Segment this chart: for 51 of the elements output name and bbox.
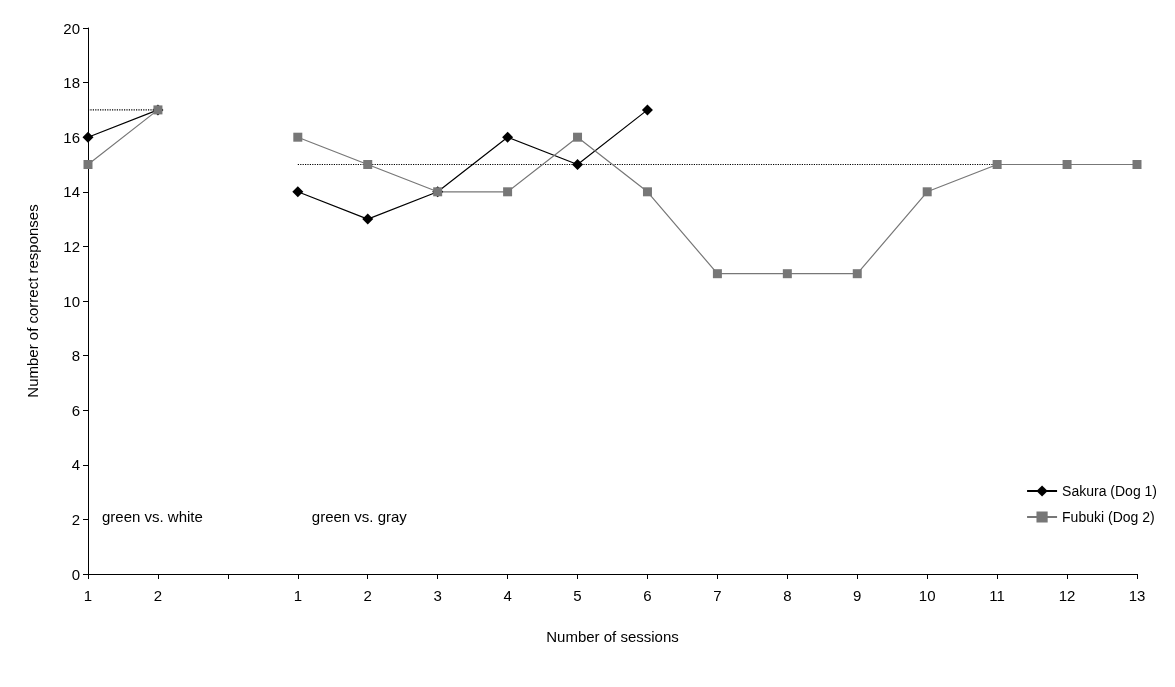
- x-tick-label: 2: [153, 587, 163, 604]
- point: [362, 213, 374, 225]
- point: [293, 132, 303, 142]
- point: [83, 160, 93, 169]
- x-tick-label: 11: [989, 587, 1005, 604]
- y-tick-label: 16: [63, 128, 80, 146]
- y-tick-label: 6: [71, 401, 80, 419]
- x-tick-label: 8: [783, 587, 792, 604]
- y-tick-label: 18: [63, 74, 80, 92]
- point: [363, 160, 373, 169]
- point: [712, 269, 722, 279]
- y-tick-label: 8: [71, 347, 80, 365]
- x-tick-label: 3: [433, 587, 442, 604]
- y-tick-label: 12: [63, 237, 80, 255]
- x-tick-label: 7: [713, 587, 722, 604]
- point: [1062, 160, 1072, 169]
- x-tick-label: 1: [83, 587, 93, 604]
- point: [642, 187, 652, 197]
- y-tick-label: 10: [63, 292, 80, 310]
- point: [852, 269, 862, 279]
- x-tick-label: 2: [363, 587, 372, 604]
- annotation: green vs. white: [102, 508, 203, 526]
- x-tick-label: 6: [643, 587, 652, 604]
- point: [573, 132, 583, 142]
- point: [641, 104, 653, 116]
- x-axis-title: Number of sessions: [546, 628, 679, 645]
- x-tick-label: 5: [573, 587, 582, 604]
- point: [82, 131, 94, 143]
- point: [992, 160, 1002, 169]
- legend-label: Fubuki (Dog 2): [1062, 509, 1155, 525]
- x-tick-label: 9: [853, 587, 862, 604]
- point: [922, 187, 932, 197]
- point: [503, 187, 513, 197]
- y-tick-label: 2: [71, 510, 80, 528]
- point: [782, 269, 792, 279]
- annotation: green vs. gray: [311, 508, 408, 526]
- point: [1132, 160, 1142, 169]
- point: [502, 131, 514, 143]
- x-tick-label: 10: [918, 587, 936, 604]
- y-tick-label: 4: [71, 456, 80, 474]
- y-tick-label: 20: [63, 19, 80, 37]
- x-tick-label: 4: [503, 587, 512, 604]
- x-tick-label: 1: [293, 587, 302, 604]
- legend-label: Sakura (Dog 1): [1062, 483, 1158, 499]
- point: [292, 186, 304, 198]
- x-tick-label: 12: [1058, 587, 1076, 604]
- y-tick-label: 0: [71, 565, 80, 583]
- y-tick-label: 14: [63, 183, 80, 201]
- x-tick-label: 13: [1128, 587, 1146, 604]
- y-axis-title: Number of correct responses: [24, 204, 41, 398]
- point: [572, 159, 584, 170]
